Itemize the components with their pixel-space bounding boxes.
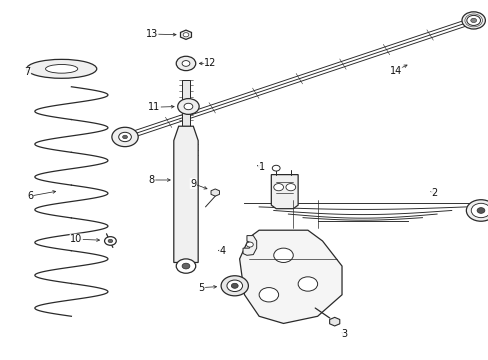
Circle shape xyxy=(182,263,189,269)
Text: 3: 3 xyxy=(341,329,347,339)
Polygon shape xyxy=(239,230,341,323)
Circle shape xyxy=(470,18,476,23)
Text: 4: 4 xyxy=(219,246,225,256)
Ellipse shape xyxy=(26,59,97,78)
Polygon shape xyxy=(180,30,191,40)
Circle shape xyxy=(108,239,113,243)
Circle shape xyxy=(259,288,278,302)
Circle shape xyxy=(176,56,195,71)
Circle shape xyxy=(177,99,199,114)
Circle shape xyxy=(461,12,485,29)
Text: 8: 8 xyxy=(148,175,155,185)
Polygon shape xyxy=(211,189,219,196)
Circle shape xyxy=(273,184,283,191)
Polygon shape xyxy=(243,235,256,255)
Circle shape xyxy=(273,248,293,262)
Circle shape xyxy=(176,259,195,273)
Text: 13: 13 xyxy=(145,29,158,39)
Circle shape xyxy=(285,184,295,191)
Circle shape xyxy=(272,165,280,171)
Circle shape xyxy=(122,135,127,139)
Ellipse shape xyxy=(45,64,78,73)
Text: 9: 9 xyxy=(190,179,196,189)
Text: 14: 14 xyxy=(389,66,401,76)
Polygon shape xyxy=(271,175,298,209)
Text: 2: 2 xyxy=(431,188,437,198)
Circle shape xyxy=(119,132,131,141)
Circle shape xyxy=(298,277,317,291)
Text: 12: 12 xyxy=(204,58,216,68)
Circle shape xyxy=(221,276,248,296)
Circle shape xyxy=(182,60,189,66)
Circle shape xyxy=(104,237,116,245)
Text: 6: 6 xyxy=(27,191,33,201)
Circle shape xyxy=(183,103,192,110)
Circle shape xyxy=(112,127,138,147)
Text: 5: 5 xyxy=(198,283,204,293)
Circle shape xyxy=(466,200,488,221)
Polygon shape xyxy=(181,80,190,126)
Circle shape xyxy=(226,280,242,292)
Text: 10: 10 xyxy=(70,234,82,244)
Circle shape xyxy=(231,283,238,288)
Circle shape xyxy=(466,15,480,26)
Circle shape xyxy=(183,33,188,37)
Polygon shape xyxy=(329,318,339,326)
Circle shape xyxy=(470,203,488,218)
Text: 7: 7 xyxy=(24,67,31,77)
Text: 1: 1 xyxy=(258,162,264,172)
Polygon shape xyxy=(173,126,198,262)
Text: 11: 11 xyxy=(148,102,160,112)
Circle shape xyxy=(476,208,484,213)
Circle shape xyxy=(246,242,253,247)
